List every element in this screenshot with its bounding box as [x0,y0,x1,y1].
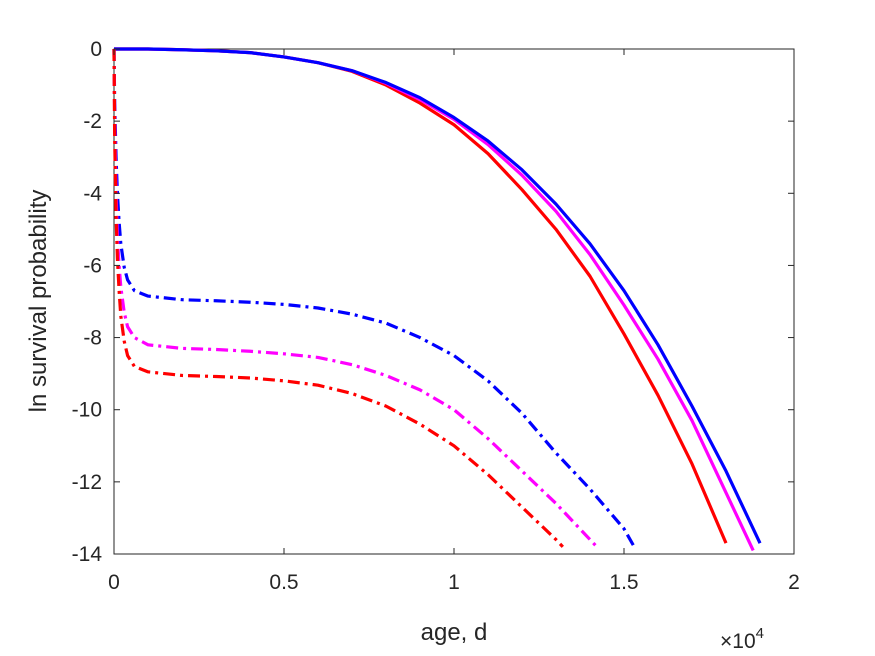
y-tick-label: 0 [90,38,102,61]
y-tick-label: -14 [72,543,103,566]
series-line-3 [114,47,762,544]
y-tick-label: -2 [83,110,102,133]
ticks-layer [113,48,795,555]
y-tick-label: -6 [83,254,102,277]
x-tick-label: 0.5 [269,571,298,594]
y-tick-label: -10 [72,399,102,422]
series-line-4 [112,48,636,548]
y-tick-labels: 0 -2 -4 -6 -8 -10 -12 -14 [72,38,103,566]
x-tick-label: 1.5 [609,571,638,594]
series-layer [112,47,762,552]
y-axis-title: ln survival probability [25,190,52,413]
x-axis-title: age, d [421,619,488,646]
series-line-6 [112,48,564,548]
x-tick-label: 1 [448,571,460,594]
x-tick-label: 2 [788,571,800,594]
x-axis-exponent: ×104 [720,625,764,653]
x-axis-exponent-power: 4 [756,625,764,642]
y-tick-label: -12 [72,471,102,494]
y-tick-label: -8 [83,327,102,350]
plot-area [113,48,795,555]
x-tick-labels: 0 0.5 1 1.5 2 [108,571,800,594]
x-tick-label: 0 [108,571,120,594]
x-axis-exponent-base: ×10 [720,630,756,653]
y-tick-label: -4 [83,182,102,205]
